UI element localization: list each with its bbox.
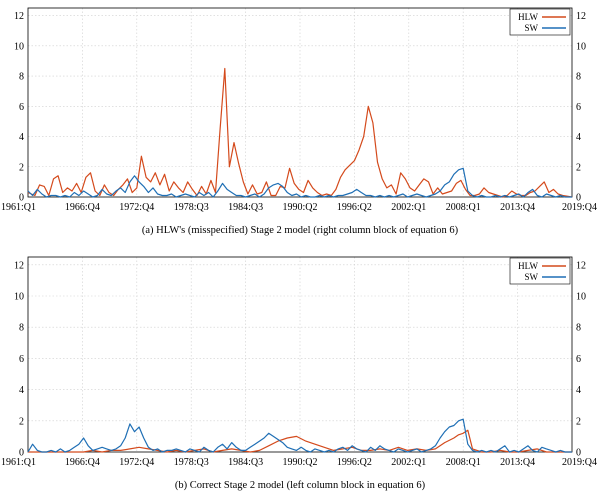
x-tick-label: 2002:Q1	[391, 202, 426, 213]
y-tick-label-right: 12	[576, 260, 586, 271]
series-line-hlw	[27, 67, 573, 198]
y-tick-label-left: 8	[19, 323, 24, 334]
y-tick-label-right: 0	[576, 448, 581, 459]
y-tick-label-left: 12	[14, 260, 24, 271]
y-tick-label-left: 2	[19, 162, 24, 173]
y-tick-label-right: 4	[576, 385, 581, 396]
x-tick-label: 1990:Q2	[283, 457, 318, 468]
x-tick-label: 1966:Q4	[65, 202, 100, 213]
x-tick-label: 1984:Q3	[228, 202, 263, 213]
y-tick-label-right: 8	[576, 323, 581, 334]
x-tick-label: 2013:Q4	[500, 202, 535, 213]
y-tick-label-left: 12	[14, 11, 24, 22]
x-tick-label: 2013:Q4	[500, 457, 535, 468]
plot-frame	[27, 256, 573, 453]
x-tick-label: 2008:Q1	[446, 202, 481, 213]
y-tick-label-left: 10	[14, 41, 24, 52]
y-tick-label-right: 8	[576, 72, 581, 83]
y-tick-label-left: 0	[19, 193, 24, 204]
legend-box	[509, 8, 571, 36]
y-tick-label-right: 2	[576, 162, 581, 173]
legend-label-hlw: HLW	[518, 261, 538, 271]
x-tick-label: 1966:Q4	[65, 457, 100, 468]
y-tick-label-left: 6	[19, 102, 24, 113]
x-tick-label: 1996:Q2	[337, 202, 372, 213]
x-tick-label: 1961:Q1	[1, 457, 36, 468]
legend-label-sw: SW	[525, 23, 539, 33]
legend-label-sw: SW	[525, 272, 539, 282]
y-tick-label-right: 6	[576, 354, 581, 365]
y-tick-label-right: 10	[576, 41, 586, 52]
x-tick-label: 1961:Q1	[1, 202, 36, 213]
series-line-sw	[27, 167, 572, 198]
y-tick-label-right: 0	[576, 193, 581, 204]
x-tick-label: 1972:Q4	[119, 457, 154, 468]
x-tick-label: 2008:Q1	[446, 457, 481, 468]
x-tick-label: 1972:Q4	[119, 202, 154, 213]
x-tick-label: 1996:Q2	[337, 457, 372, 468]
y-tick-label-left: 0	[19, 448, 24, 459]
y-tick-label-left: 10	[14, 292, 24, 303]
y-tick-label-left: 4	[19, 385, 24, 396]
y-tick-label-right: 4	[576, 132, 581, 143]
y-tick-label-left: 6	[19, 354, 24, 365]
x-tick-label: 1990:Q2	[283, 202, 318, 213]
y-tick-label-right: 2	[576, 416, 581, 427]
plot-frame	[27, 7, 573, 198]
chart-panel-b: 0 0 2 2 4 4 6 6 8 8 10 10 12 12 1961:Q1 1966:Q4 1972:Q4 1…	[1, 256, 597, 491]
legend-box	[509, 257, 571, 285]
x-tick-label: 1978:Q3	[174, 202, 209, 213]
y-tick-label-right: 12	[576, 11, 586, 22]
y-tick-label-right: 6	[576, 102, 581, 113]
chart-caption: (a) HLW's (misspecified) Stage 2 model (…	[142, 225, 459, 236]
y-tick-label-left: 4	[19, 132, 24, 143]
y-tick-label-left: 2	[19, 416, 24, 427]
legend-label-hlw: HLW	[518, 12, 538, 22]
series-line-sw	[27, 418, 572, 453]
chart-panel-a: 0 0 2 2 4 4 6 6 8 8 10 10 12 12 1961:Q1 1966:Q4 1972:Q4 1…	[1, 7, 597, 236]
y-tick-label-right: 10	[576, 292, 586, 303]
chart-caption: (b) Correct Stage 2 model (left column b…	[175, 480, 426, 491]
x-tick-label: 2002:Q1	[391, 457, 426, 468]
x-tick-label: 1978:Q3	[174, 457, 209, 468]
x-tick-label: 1984:Q3	[228, 457, 263, 468]
y-tick-label-left: 8	[19, 72, 24, 83]
x-tick-label: 2019:Q4	[562, 202, 597, 213]
x-tick-label: 2019:Q4	[562, 457, 597, 468]
